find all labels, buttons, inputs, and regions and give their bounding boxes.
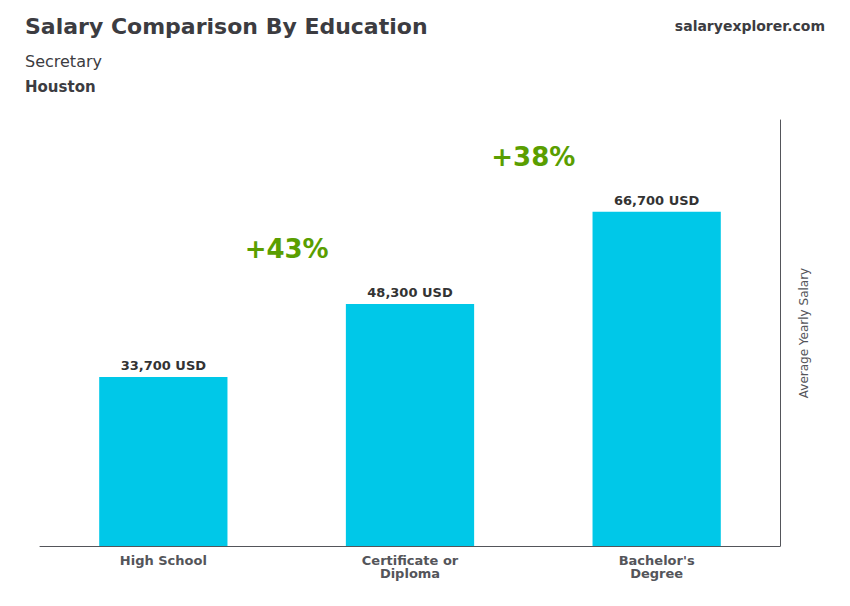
svg-text:Average Yearly Salary: Average Yearly Salary	[797, 268, 811, 398]
svg-text:salaryexplorer.com: salaryexplorer.com	[675, 18, 825, 34]
svg-text:66,700 USD: 66,700 USD	[614, 193, 700, 208]
svg-text:Bachelor's: Bachelor's	[618, 553, 695, 568]
svg-text:Degree: Degree	[630, 566, 683, 581]
svg-text:Houston: Houston	[25, 78, 96, 96]
svg-text:Secretary: Secretary	[25, 52, 102, 71]
svg-text:33,700 USD: 33,700 USD	[121, 358, 207, 373]
svg-text:Salary Comparison By Education: Salary Comparison By Education	[25, 14, 428, 39]
svg-text:High School: High School	[120, 553, 207, 568]
svg-text:Diploma: Diploma	[380, 566, 440, 581]
svg-text:+38%: +38%	[491, 142, 575, 172]
svg-text:+43%: +43%	[245, 234, 329, 264]
svg-text:Certificate or: Certificate or	[361, 553, 459, 568]
svg-text:48,300 USD: 48,300 USD	[367, 285, 453, 300]
